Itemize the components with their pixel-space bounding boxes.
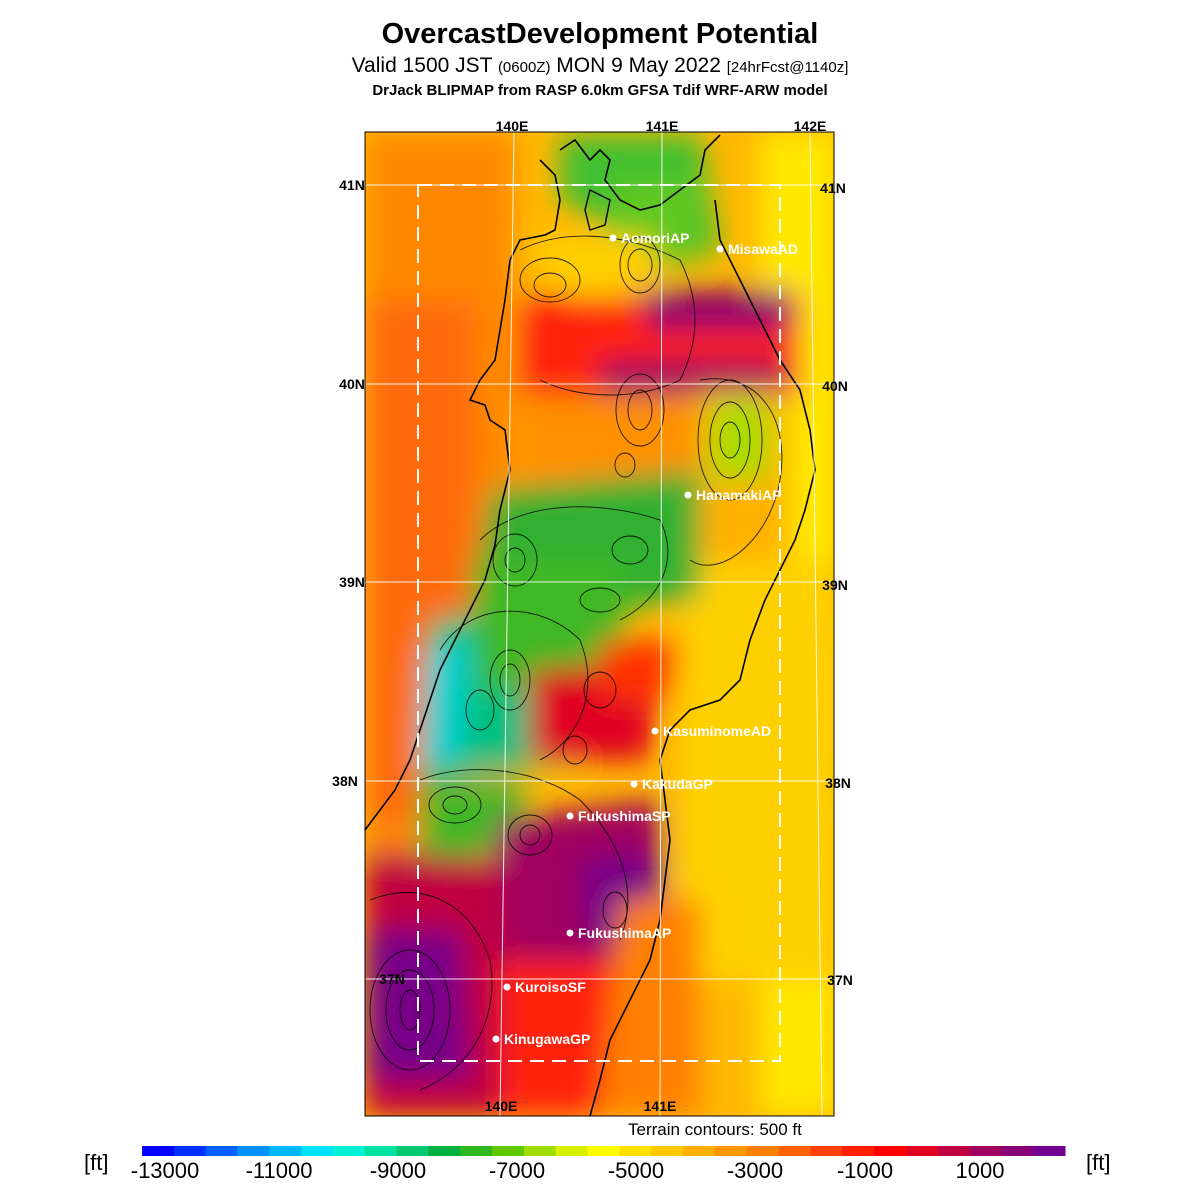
colorbar-tick-label: -5000: [607, 1158, 665, 1183]
colorbar-swatch: [492, 1146, 525, 1156]
colorbar-swatch: [969, 1146, 1002, 1156]
domain-outline: [417, 184, 781, 1062]
lon-bottom-141: 141E: [644, 1098, 677, 1114]
colorbar-swatch: [555, 1146, 589, 1156]
valid-prefix: Valid 1500 JST: [351, 54, 498, 77]
colorbar-swatch: [810, 1146, 843, 1156]
lat-left-39: 39N: [339, 574, 365, 590]
colorbar-swatch: [619, 1146, 652, 1156]
colorbar-swatch: [714, 1146, 748, 1156]
site-markers: [492, 234, 724, 1043]
colorbar-swatch: [428, 1146, 461, 1156]
site-kasuminome-ad: KasuminomeAD: [663, 723, 771, 739]
colorbar-tick-label: -1000: [836, 1158, 894, 1183]
lat-right-37: 37N: [827, 972, 853, 988]
colorbar-tick-label: -7000: [488, 1158, 546, 1183]
colorbar-swatch: [842, 1146, 875, 1156]
colorbar-swatch: [937, 1146, 971, 1156]
colorbar-swatch: [587, 1146, 620, 1156]
colorbar-swatch: [173, 1146, 207, 1156]
colorbar-swatch: [523, 1146, 557, 1156]
colorbar-swatch: [269, 1146, 302, 1156]
lon-bottom-140: 140E: [485, 1098, 518, 1114]
site-misawa-ad: MisawaAD: [728, 241, 798, 257]
colorbar-tick-label: -13000: [130, 1158, 200, 1183]
lat-left-37: 37N: [379, 971, 405, 987]
colorbar-swatch: [746, 1146, 780, 1156]
colorbar-swatch: [778, 1146, 811, 1156]
lat-left-40: 40N: [339, 376, 365, 392]
lat-right-38: 38N: [825, 775, 851, 791]
lat-left-38: 38N: [332, 773, 358, 789]
colorbar-swatch: [1033, 1146, 1066, 1156]
lon-top-140: 140E: [496, 118, 529, 134]
lat-right-41: 41N: [820, 180, 846, 196]
site-kakuda-gp: KakudaGP: [642, 776, 713, 792]
colorbar-unit-right: [ft]: [1086, 1150, 1111, 1175]
colorbar-swatch: [332, 1146, 366, 1156]
valid-forecast: [24hrFcst@1140z]: [726, 59, 849, 76]
map-field: AomoriAP MisawaAD HanamakiAP KasuminomeA…: [365, 132, 834, 1116]
site-aomori-ap: AomoriAP: [621, 230, 689, 246]
terrain-contours: [369, 235, 783, 1091]
site-kinugawa-gp: KinugawaGP: [504, 1031, 590, 1047]
colorbar-swatch: [396, 1146, 429, 1156]
map-frame: [364, 131, 835, 1117]
colorbar-swatch: [301, 1146, 334, 1156]
terrain-contour-note: Terrain contours: 500 ft: [628, 1120, 802, 1139]
colorbar-tick-label: -3000: [726, 1158, 784, 1183]
model-credit: DrJack BLIPMAP from RASP 6.0km GFSA Tdif…: [372, 82, 828, 99]
site-hanamaki-ap: HanamakiAP: [696, 487, 782, 503]
valid-utc: (0600Z): [497, 59, 551, 76]
chart-title: OvercastDevelopment Potential: [381, 18, 819, 50]
lat-right-40: 40N: [822, 378, 848, 394]
valid-date: MON 9 May 2022: [550, 54, 727, 77]
lon-top-141: 141E: [646, 118, 679, 134]
site-fukushima-ap: FukushimaAP: [578, 925, 671, 941]
colorbar-swatch: [205, 1146, 238, 1156]
colorbar-tick-label: 1000: [955, 1158, 1005, 1183]
lon-top-142: 142E: [794, 118, 827, 134]
lat-right-39: 39N: [822, 577, 848, 593]
colorbar-swatch: [142, 1146, 175, 1156]
valid-time: Valid 1500 JST (0600Z) MON 9 May 2022 [2…: [0, 54, 1200, 78]
colorbar-tick-label: -11000: [245, 1158, 313, 1183]
colorbar-tick-label: -9000: [369, 1158, 427, 1183]
site-fukushima-sp: FukushimaSP: [578, 808, 671, 824]
colorbar-swatch: [460, 1146, 493, 1156]
colorbar: [142, 1146, 1066, 1156]
colorbar-swatch: [683, 1146, 716, 1156]
lat-left-41: 41N: [339, 177, 365, 193]
colorbar-unit-left: [ft]: [84, 1150, 109, 1175]
colorbar-swatch: [364, 1146, 398, 1156]
colorbar-swatch: [1001, 1146, 1034, 1156]
colorbar-swatch: [874, 1146, 907, 1156]
colorbar-swatch: [237, 1146, 270, 1156]
colorbar-swatch: [651, 1146, 684, 1156]
colorbar-swatch: [905, 1146, 939, 1156]
site-kuroiso-sf: KuroisoSF: [515, 979, 586, 995]
